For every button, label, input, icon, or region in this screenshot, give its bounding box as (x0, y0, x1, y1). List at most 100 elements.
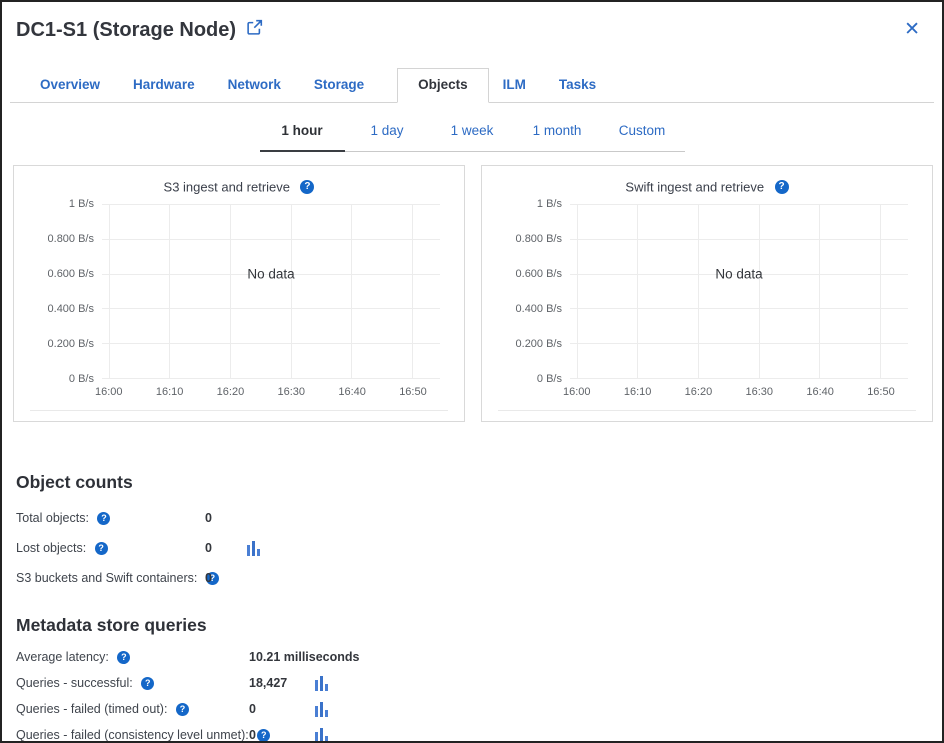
bar-chart-icon[interactable] (315, 675, 942, 691)
x-tick: 16:20 (684, 386, 713, 398)
time-range-1-day[interactable]: 1 day (344, 123, 430, 152)
row-label: Lost objects: ? (16, 540, 205, 556)
x-tick: 16:20 (216, 386, 245, 398)
help-icon[interactable]: ? (175, 703, 189, 717)
y-tick: 0.400 B/s (515, 303, 562, 315)
header: DC1-S1 (Storage Node) ✕ (2, 2, 942, 43)
chart-title-row: S3 ingest and retrieve ? (14, 178, 464, 196)
row-total-objects: Total objects: ? 0 (2, 503, 942, 533)
tab-overview[interactable]: Overview (40, 77, 101, 92)
time-range-custom[interactable]: Custom (599, 123, 685, 152)
tab-ilm[interactable]: ILM (502, 77, 526, 92)
time-range-selector: 1 hour 1 day 1 week 1 month Custom (2, 123, 942, 152)
chart-title: Swift ingest and retrieve (625, 179, 765, 195)
chart-title: S3 ingest and retrieve (163, 179, 290, 195)
bar-chart-icon[interactable] (315, 701, 942, 717)
page-title-text: DC1-S1 (Storage Node) (16, 19, 237, 41)
help-icon[interactable]: ? (205, 572, 219, 586)
bar-chart-icon[interactable] (247, 540, 942, 556)
y-tick: 0.600 B/s (47, 268, 94, 280)
row-label-text: Total objects: (16, 510, 89, 525)
x-tick: 16:00 (94, 386, 123, 398)
row-label-text: Average latency: (16, 649, 109, 664)
help-icon[interactable]: ? (257, 729, 271, 741)
close-icon[interactable]: ✕ (904, 19, 920, 40)
tab-storage[interactable]: Storage (313, 77, 365, 92)
y-tick: 0.600 B/s (515, 268, 562, 280)
help-icon[interactable]: ? (141, 677, 155, 691)
row-s3-buckets-swift-containers: S3 buckets and Swift containers: ? 0 (2, 563, 942, 593)
row-value: 18,427 (249, 676, 288, 690)
node-tabs: Overview Hardware Network Storage Object… (10, 68, 934, 103)
row-label: Queries - failed (consistency level unme… (16, 727, 271, 742)
y-tick: 1 B/s (536, 198, 562, 210)
no-data-label: No data (247, 266, 295, 282)
metadata-queries-heading: Metadata store queries (16, 615, 207, 635)
x-tick: 16:40 (806, 386, 834, 398)
help-icon[interactable]: ? (117, 651, 131, 665)
chart-s3-ingest-retrieve: S3 ingest and retrieve ? 1 B/s 0.800 B/s… (13, 165, 465, 422)
help-icon[interactable]: ? (774, 179, 789, 194)
y-axis: 1 B/s 0.800 B/s 0.600 B/s 0.400 B/s 0.20… (14, 198, 102, 385)
tab-network[interactable]: Network (227, 77, 281, 92)
time-range-1-hour[interactable]: 1 hour (259, 123, 345, 152)
external-link-icon[interactable] (246, 17, 263, 43)
row-queries-failed-timed-out: Queries - failed (timed out): ? 0 (2, 696, 942, 722)
row-label-text: Queries - successful: (16, 675, 133, 690)
x-tick: 16:10 (155, 386, 184, 398)
y-axis: 1 B/s 0.800 B/s 0.600 B/s 0.400 B/s 0.20… (482, 198, 570, 385)
row-label-text: Lost objects: (16, 540, 87, 555)
row-lost-objects: Lost objects: ? 0 (2, 533, 942, 563)
chart-title-row: Swift ingest and retrieve ? (482, 178, 932, 196)
time-range-1-week[interactable]: 1 week (429, 123, 515, 152)
metadata-queries-rows: Average latency: ? 10.21 milliseconds Qu… (2, 644, 942, 742)
object-counts-heading: Object counts (16, 472, 133, 492)
row-value: 0 (249, 728, 256, 742)
legend-separator (30, 410, 448, 411)
y-tick: 0 B/s (68, 373, 94, 385)
help-icon[interactable]: ? (94, 542, 108, 556)
no-data-label: No data (715, 266, 763, 282)
y-tick: 0.400 B/s (47, 303, 94, 315)
x-tick: 16:50 (867, 386, 895, 398)
x-tick: 16:10 (623, 386, 652, 398)
x-axis: 16:00 16:10 16:20 16:30 16:40 16:50 (563, 379, 908, 401)
x-tick: 16:30 (745, 386, 774, 398)
row-value: 10.21 milliseconds (249, 650, 360, 664)
row-label: Average latency: ? (16, 649, 249, 665)
y-tick: 0 B/s (536, 373, 562, 385)
tab-tasks[interactable]: Tasks (558, 77, 597, 92)
row-value: 0 (249, 702, 256, 716)
tab-hardware[interactable]: Hardware (133, 77, 195, 92)
tab-objects[interactable]: Objects (397, 68, 489, 103)
object-counts-rows: Total objects: ? 0 Lost objects: ? 0 (2, 503, 942, 593)
x-tick: 16:50 (399, 386, 427, 398)
x-tick: 16:00 (562, 386, 591, 398)
plot-area: No data (570, 204, 908, 379)
help-icon[interactable]: ? (97, 512, 111, 526)
charts-row: S3 ingest and retrieve ? 1 B/s 0.800 B/s… (13, 165, 933, 422)
x-tick: 16:30 (277, 386, 306, 398)
help-icon[interactable]: ? (300, 179, 315, 194)
row-label: Queries - failed (timed out): ? (16, 701, 249, 717)
y-tick: 0.800 B/s (47, 233, 94, 245)
y-tick: 1 B/s (68, 198, 94, 210)
row-value: 0 (205, 541, 212, 555)
row-queries-successful: Queries - successful: ? 18,427 (2, 670, 942, 696)
chart-body: 1 B/s 0.800 B/s 0.600 B/s 0.400 B/s 0.20… (14, 198, 440, 401)
time-range-1-month[interactable]: 1 month (514, 123, 600, 152)
plot-area: No data (102, 204, 440, 379)
row-label: Queries - successful: ? (16, 675, 249, 691)
x-axis: 16:00 16:10 16:20 16:30 16:40 16:50 (95, 379, 440, 401)
page-title: DC1-S1 (Storage Node) (16, 17, 263, 43)
chart-body: 1 B/s 0.800 B/s 0.600 B/s 0.400 B/s 0.20… (482, 198, 908, 401)
y-tick: 0.200 B/s (515, 338, 562, 350)
x-tick: 16:40 (338, 386, 366, 398)
row-label-text: S3 buckets and Swift containers: (16, 570, 198, 585)
bar-chart-icon[interactable] (315, 727, 942, 741)
chart-swift-ingest-retrieve: Swift ingest and retrieve ? 1 B/s 0.800 … (481, 165, 933, 422)
row-label-text: Queries - failed (consistency level unme… (16, 727, 249, 742)
row-value: 0 (205, 511, 212, 525)
row-label-text: Queries - failed (timed out): (16, 701, 168, 716)
